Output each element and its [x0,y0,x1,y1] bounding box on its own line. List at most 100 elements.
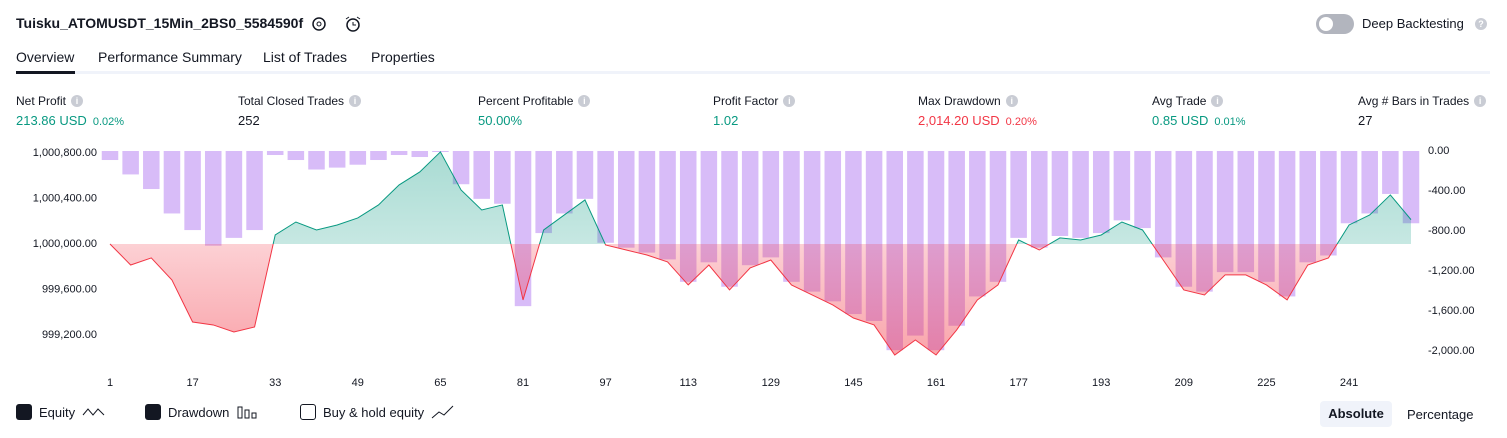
x-tick-label: 65 [434,377,446,389]
deep-backtesting-label: Deep Backtesting [1362,16,1464,31]
toggle-knob [1319,17,1333,31]
drawdown-bar [349,151,367,165]
metric-label: Avg # Bars in Trades i [1358,94,1487,108]
drawdown-bar [1072,151,1089,238]
tab[interactable]: List of Trades [263,49,348,65]
percentage-button[interactable]: Percentage [1407,407,1474,422]
info-icon: i [1005,95,1018,107]
drawdown-bar [535,151,552,234]
tab[interactable]: Overview [16,49,75,65]
drawdown-bar [741,151,759,266]
metric-name: Total Closed Trades [238,94,345,108]
x-tick-label: 241 [1340,377,1358,389]
checkbox[interactable] [300,404,316,420]
info-icon: i [1474,95,1487,107]
tab[interactable]: Properties [371,49,435,65]
x-tick-label: 33 [269,377,281,389]
drawdown-bar [1092,151,1110,234]
metric-name: Max Drawdown [918,94,1001,108]
drawdown-bar [556,151,573,214]
y-tick-label: 999,600.00 [42,283,97,295]
y2-tick-label: -2,000.00 [1428,345,1474,357]
metric-label: Avg Trade i [1152,94,1224,108]
x-tick-label: 97 [599,377,611,389]
y2-tick-label: -800.00 [1428,225,1465,237]
drawdown-bar [1154,151,1172,258]
drawdown-bar [1320,151,1337,256]
metric-label: Total Closed Trades i [238,94,362,108]
drawdown-bar [597,151,614,243]
tab[interactable]: Performance Summary [98,49,242,65]
equity-area-up [110,151,1411,244]
metric-label: Net Profit i [16,94,84,108]
x-tick-label: 177 [1009,377,1027,389]
strategy-title: Tuisku_ATOMUSDT_15Min_2BS0_5584590f [16,15,304,31]
drawdown-bar [494,151,511,204]
y2-tick-label: -400.00 [1428,185,1465,197]
drawdown-bar [122,151,139,175]
x-tick-label: 225 [1257,377,1275,389]
x-tick-label: 193 [1092,377,1110,389]
drawdown-bar [328,151,346,168]
metric-percent: 0.02% [92,116,125,128]
drawdown-checkbox[interactable]: Drawdown [145,404,260,420]
drawdown-bar [1361,151,1378,214]
buy-hold-checkbox[interactable]: Buy & hold equity [300,404,455,420]
drawdown-bar [163,151,181,214]
metric-value: 252 [238,113,260,128]
equity-icon [82,408,105,416]
drawdown-bar [308,151,325,170]
drawdown-bar [700,151,718,263]
drawdown-bar [184,151,201,231]
metric-number: 213.86 USD [16,113,87,128]
drawdown-bar [204,151,222,246]
metric-name: Profit Factor [713,94,779,108]
drawdown-bar [287,151,305,161]
drawdown-bar [370,151,387,161]
equity-area-down [110,243,1338,355]
drawdown-bar [246,151,263,231]
drawdown-bar [1134,151,1151,229]
y-tick-label: 1,000,400.00 [33,192,97,204]
metric-value: 50.00% [478,113,522,128]
x-tick-label: 145 [844,377,862,389]
x-tick-label: 113 [679,377,697,389]
drawdown-bar [1237,151,1255,273]
metric-number: 50.00% [478,113,523,128]
metric-name: Percent Profitable [478,94,574,108]
drawdown-bar [638,151,656,253]
metric-value: 27 [1358,113,1372,128]
drawdown-bar [1113,151,1131,221]
equity-checkbox[interactable]: Equity [16,404,106,420]
legend-label: Buy & hold equity [323,404,425,420]
y-tick-label: 1,000,000.00 [33,238,97,250]
metric-value: 0.85 USD 0.01% [1152,113,1246,128]
checkbox[interactable] [16,404,32,420]
y2-tick-label: -1,200.00 [1428,265,1474,277]
x-tick-label: 17 [186,377,198,389]
active-tab-indicator [16,71,75,74]
x-tick-label: 1 [107,377,113,389]
y-tick-label: 1,000,800.00 [33,147,97,159]
drawdown-bar [1031,151,1048,248]
x-tick-label: 49 [352,377,364,389]
info-icon: i [1211,95,1224,107]
x-tick-label: 209 [1175,377,1193,389]
drawdown-bar [266,151,284,156]
drawdown-bar [452,151,470,185]
drawdown-bar [762,151,780,258]
help-icon[interactable]: ? [1475,18,1487,30]
drawdown-bar [659,151,676,260]
metric-label: Profit Factor i [713,94,796,108]
checkbox[interactable] [145,404,161,420]
metric-number: 252 [238,113,260,128]
drawdown-icon [237,406,257,419]
drawdown-bar [143,151,160,190]
metric-value: 213.86 USD 0.02% [16,113,124,128]
drawdown-bar [1299,151,1317,263]
buy-hold-icon [431,405,454,419]
metric-value: 1.02 [713,113,738,128]
absolute-button[interactable]: Absolute [1320,401,1392,427]
